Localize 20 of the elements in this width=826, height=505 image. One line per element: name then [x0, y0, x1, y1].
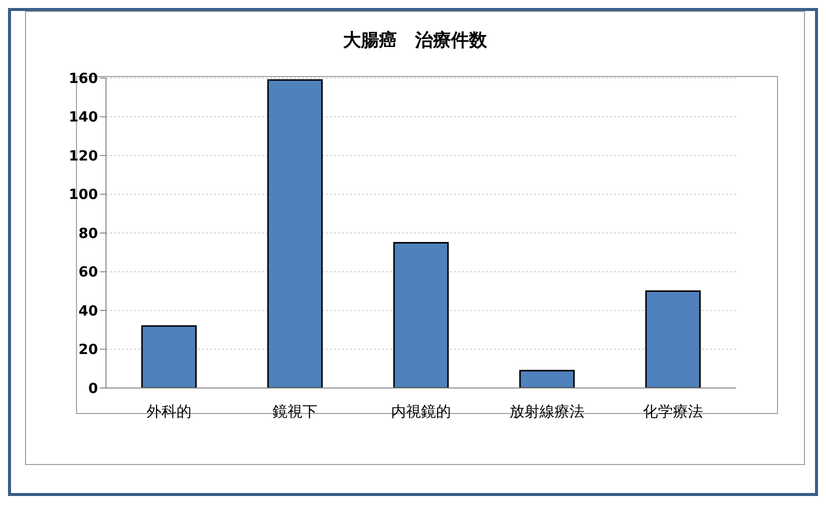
y-tick-label: 40 — [78, 303, 98, 320]
bar — [645, 290, 701, 388]
x-tick-label: 内視鏡的 — [391, 402, 451, 421]
y-tick-label: 0 — [88, 380, 98, 397]
y-tick-label: 100 — [68, 187, 98, 204]
y-tick-label: 20 — [78, 342, 98, 358]
x-tick-label: 化学療法 — [643, 402, 703, 421]
chart-title: 大腸癌 治療件数 — [342, 29, 488, 53]
bar — [267, 79, 323, 388]
x-tick-label: 外科的 — [146, 402, 192, 421]
bar — [519, 370, 575, 388]
y-tick-label: 120 — [68, 148, 98, 164]
x-tick-label: 鏡視下 — [272, 402, 318, 421]
x-tick-label: 放射線療法 — [510, 402, 584, 421]
y-tick-label: 60 — [78, 264, 98, 281]
bar — [141, 325, 197, 388]
y-tick-label: 160 — [68, 70, 98, 87]
y-tick-label: 80 — [78, 226, 98, 242]
bar — [393, 242, 449, 388]
y-tick-label: 140 — [68, 110, 98, 126]
